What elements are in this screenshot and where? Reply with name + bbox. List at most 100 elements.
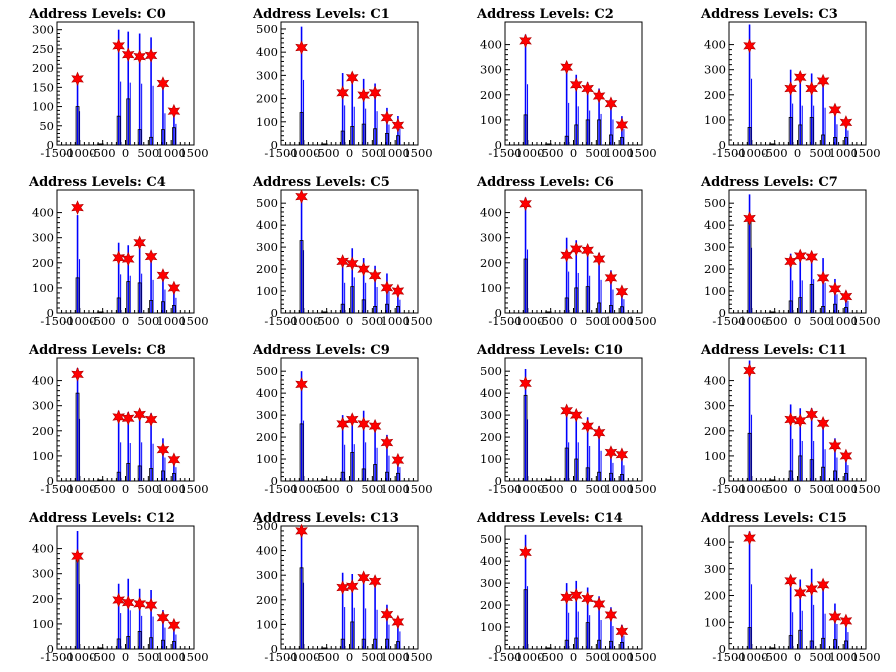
y-tick-label: 0 xyxy=(719,474,726,488)
peak-marker xyxy=(828,102,842,118)
chart-title: Address Levels: C13 xyxy=(252,511,399,526)
x-tick-label: 0 xyxy=(346,146,353,160)
peak-marker xyxy=(816,270,830,286)
y-tick-label: 300 xyxy=(32,23,54,37)
inner-histogram xyxy=(299,423,304,482)
x-tick-label: 1000 xyxy=(605,314,634,328)
inner-histogram xyxy=(564,447,569,482)
peak-marker xyxy=(569,77,583,93)
y-tick-label: 400 xyxy=(480,38,502,52)
chart-panel: Address Levels: C0 0 50 100 150 200 250 300 -150… xyxy=(28,7,209,160)
inner-histogram xyxy=(564,639,569,650)
x-tick-label: 500 xyxy=(585,482,607,496)
chart-panel: Address Levels: C2 0 100 200 300 400 -1500-100… xyxy=(476,7,657,160)
inner-histogram xyxy=(844,473,848,482)
y-tick-label: 0 xyxy=(271,138,278,152)
y-tick-label: 300 xyxy=(704,562,726,576)
peak-marker xyxy=(345,256,359,271)
inner-histogram xyxy=(361,299,366,314)
peak-marker xyxy=(784,81,797,96)
peak-marker xyxy=(784,412,797,427)
peak-marker xyxy=(156,76,170,91)
peak-marker xyxy=(793,585,807,601)
y-tick-label: 500 xyxy=(256,519,278,533)
chart-title: Address Levels: C7 xyxy=(700,175,838,190)
peak-marker xyxy=(560,59,573,75)
inner-histogram xyxy=(833,470,837,482)
chart-panel: Address Levels: C11 0 100 200 300 400 -1500-10… xyxy=(700,343,881,496)
inner-histogram xyxy=(585,467,590,482)
y-tick-label: 100 xyxy=(480,620,502,634)
x-tick-label: -1500 xyxy=(40,650,73,664)
y-tick-label: 200 xyxy=(32,256,54,270)
y-tick-label: 300 xyxy=(256,240,278,254)
x-tick-label: -500 xyxy=(538,650,564,664)
y-tick-label: 200 xyxy=(704,424,726,438)
peak-marker xyxy=(121,410,135,426)
chart-title: Address Levels: C11 xyxy=(700,343,847,358)
inner-histogram xyxy=(821,306,825,314)
x-tick-label: -1500 xyxy=(488,650,521,664)
inner-histogram xyxy=(609,134,613,146)
y-tick-label: 300 xyxy=(256,68,278,82)
inner-histogram xyxy=(844,307,848,314)
peak-marker xyxy=(295,523,308,539)
peak-marker xyxy=(121,595,135,610)
y-tick-label: 200 xyxy=(704,262,726,276)
peak-marker xyxy=(71,71,84,87)
x-tick-label: 1500 xyxy=(851,146,880,160)
peak-marker xyxy=(784,254,797,269)
inner-histogram xyxy=(350,286,355,314)
chart-panel: Address Levels: C10100200300400500-1500-… xyxy=(252,7,433,160)
y-tick-label: 500 xyxy=(256,22,278,36)
x-tick-label: 1000 xyxy=(605,650,634,664)
inner-histogram xyxy=(809,640,814,650)
y-tick-label: 500 xyxy=(256,364,278,378)
peak-marker xyxy=(839,115,853,130)
peak-marker xyxy=(112,592,125,608)
y-tick-label: 0 xyxy=(495,306,502,320)
peak-marker xyxy=(368,268,382,283)
inner-histogram xyxy=(172,305,176,314)
peak-marker xyxy=(295,189,308,204)
x-tick-label: -1500 xyxy=(40,314,73,328)
chart-title: Address Levels: C8 xyxy=(28,343,166,358)
x-tick-label: -1000 xyxy=(63,146,96,160)
chart-title: Address Levels: C9 xyxy=(252,343,390,358)
inner-histogram xyxy=(396,306,400,314)
y-tick-label: 100 xyxy=(480,113,502,127)
inner-histogram xyxy=(809,284,814,314)
peak-marker xyxy=(345,70,359,85)
y-tick-label: 200 xyxy=(256,92,278,106)
inner-histogram xyxy=(574,458,579,482)
inner-histogram xyxy=(172,473,176,482)
y-tick-label: 400 xyxy=(32,542,54,556)
y-tick-label: 300 xyxy=(32,399,54,413)
peak-marker xyxy=(519,196,532,212)
inner-histogram xyxy=(373,638,377,650)
x-tick-label: 0 xyxy=(570,146,577,160)
y-tick-label: 300 xyxy=(480,63,502,77)
inner-histogram xyxy=(798,455,803,482)
peak-marker xyxy=(615,117,629,133)
x-tick-label: 500 xyxy=(585,650,607,664)
inner-histogram xyxy=(116,471,121,482)
inner-histogram xyxy=(340,638,345,650)
x-tick-label: 1500 xyxy=(403,314,432,328)
peak-marker xyxy=(828,438,842,454)
peak-marker xyxy=(839,289,853,304)
inner-histogram xyxy=(585,119,590,146)
peak-marker xyxy=(615,284,629,299)
x-tick-label: 0 xyxy=(122,314,129,328)
inner-histogram xyxy=(137,631,142,650)
inner-histogram xyxy=(172,641,176,650)
chart-title: Address Levels: C10 xyxy=(476,343,623,358)
peak-marker xyxy=(805,581,818,597)
x-tick-label: -500 xyxy=(538,482,564,496)
x-tick-label: 0 xyxy=(570,314,577,328)
chart-title: Address Levels: C1 xyxy=(252,7,390,22)
peak-marker xyxy=(121,47,135,62)
x-tick-label: -1500 xyxy=(712,482,745,496)
inner-histogram xyxy=(574,637,579,650)
